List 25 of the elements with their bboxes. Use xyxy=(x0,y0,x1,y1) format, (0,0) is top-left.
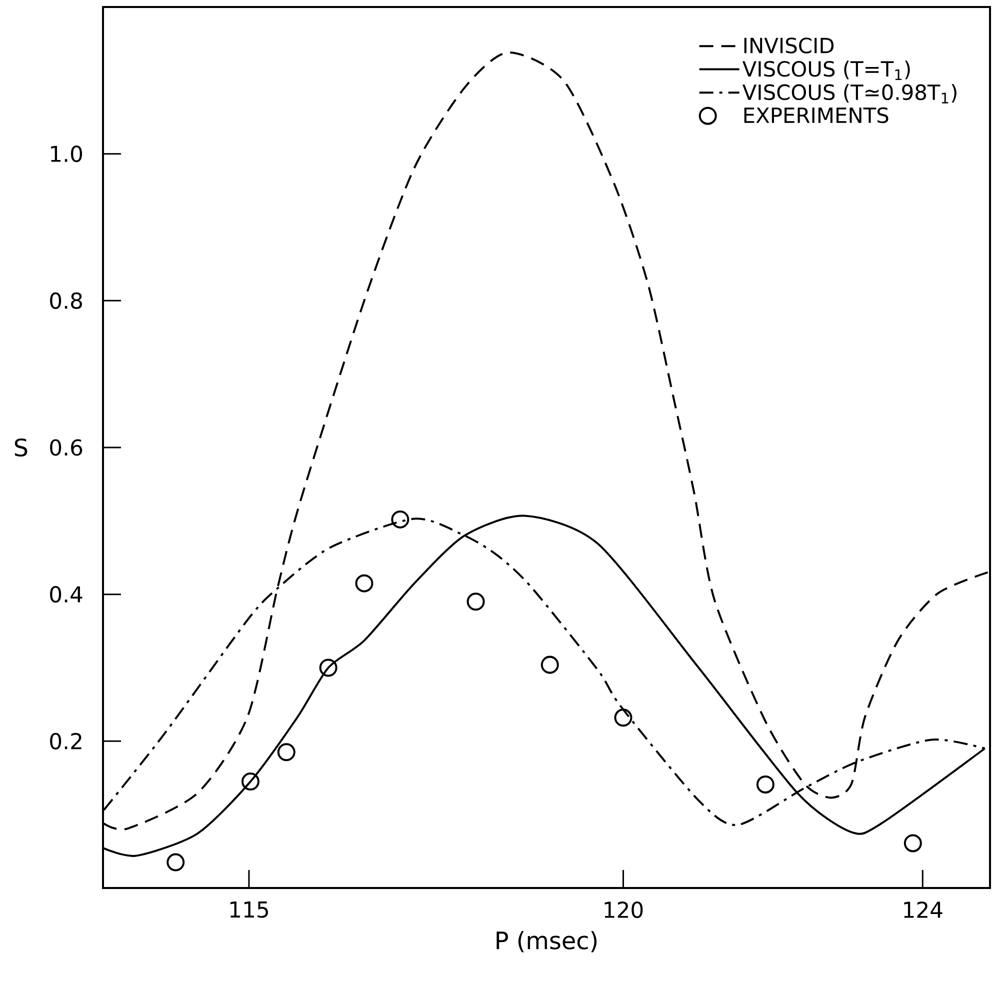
x-axis-title: P (msec) xyxy=(496,930,597,952)
point xyxy=(277,743,296,762)
point xyxy=(319,658,338,677)
point xyxy=(166,853,185,872)
x-tick-label: 115 xyxy=(230,902,268,918)
y-tick-label: 1.0 xyxy=(51,146,82,162)
legend-label: EXPERIMENTS xyxy=(744,107,888,124)
legend-label: VISCOUS (T=T$_{1}$) xyxy=(742,60,910,80)
legend-label: VISCOUS (T≃0.98T$_{1}$) xyxy=(742,84,956,104)
y-tick-label: 0.6 xyxy=(50,439,82,456)
point xyxy=(241,772,260,791)
y-tick-label: 0.8 xyxy=(50,292,82,309)
x-tick-label: 124 xyxy=(904,902,942,918)
point xyxy=(540,656,559,674)
point xyxy=(355,574,374,592)
y-tick-label: 0.4 xyxy=(50,586,82,603)
point xyxy=(391,510,410,528)
point xyxy=(904,834,922,852)
y-tick-label: 0.2 xyxy=(50,732,82,750)
y-axis-title: S xyxy=(14,438,28,457)
point xyxy=(614,708,632,727)
x-tick-label: 120 xyxy=(604,902,643,918)
point xyxy=(466,592,485,611)
legend-label: INVISCID xyxy=(744,38,834,54)
point xyxy=(756,775,774,794)
